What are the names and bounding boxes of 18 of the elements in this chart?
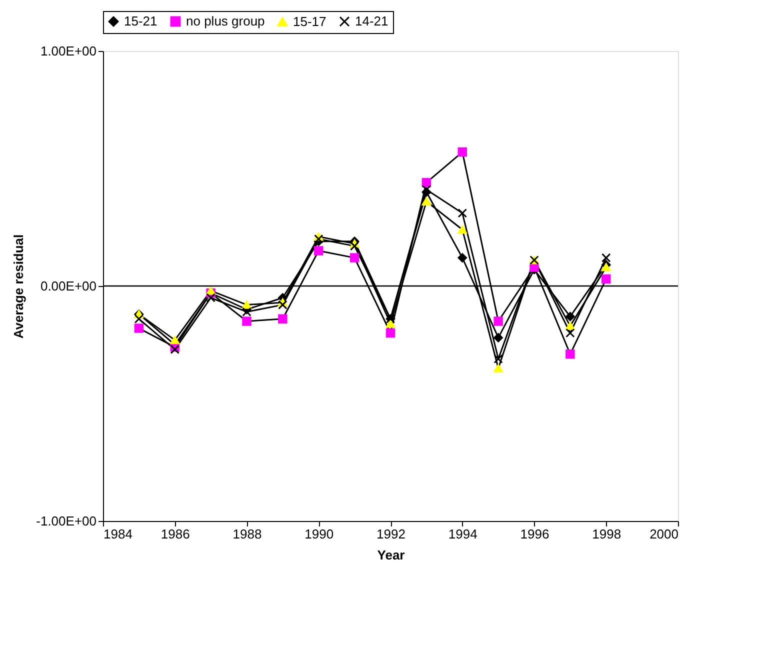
x-tick-label: 1994 [448, 526, 478, 542]
x-tick-label: 1986 [160, 526, 190, 542]
x-tick-label: 2000 [650, 526, 678, 542]
y-axis-title: Average residual [11, 234, 26, 339]
legend-label: no plus group [186, 14, 265, 29]
x-tick-label: 1990 [304, 526, 334, 542]
x-tick-label: 1988 [232, 526, 262, 542]
x-tick-label: 1996 [520, 526, 550, 542]
y-tick-label: 0.00E+00 [40, 278, 96, 294]
y-tick-label: 1.00E+00 [40, 44, 96, 58]
x-tick-label: 1998 [592, 526, 622, 542]
x-tick-label: 1984 [104, 526, 132, 542]
legend-label: 15-21 [124, 14, 158, 29]
legend-label: 15-17 [293, 14, 326, 29]
y-tick-label: -1.00E+00 [36, 514, 96, 528]
x-axis-title: Year [377, 548, 405, 562]
x-tick-label: 1992 [376, 526, 406, 542]
legend-label: 14-21 [355, 14, 388, 29]
